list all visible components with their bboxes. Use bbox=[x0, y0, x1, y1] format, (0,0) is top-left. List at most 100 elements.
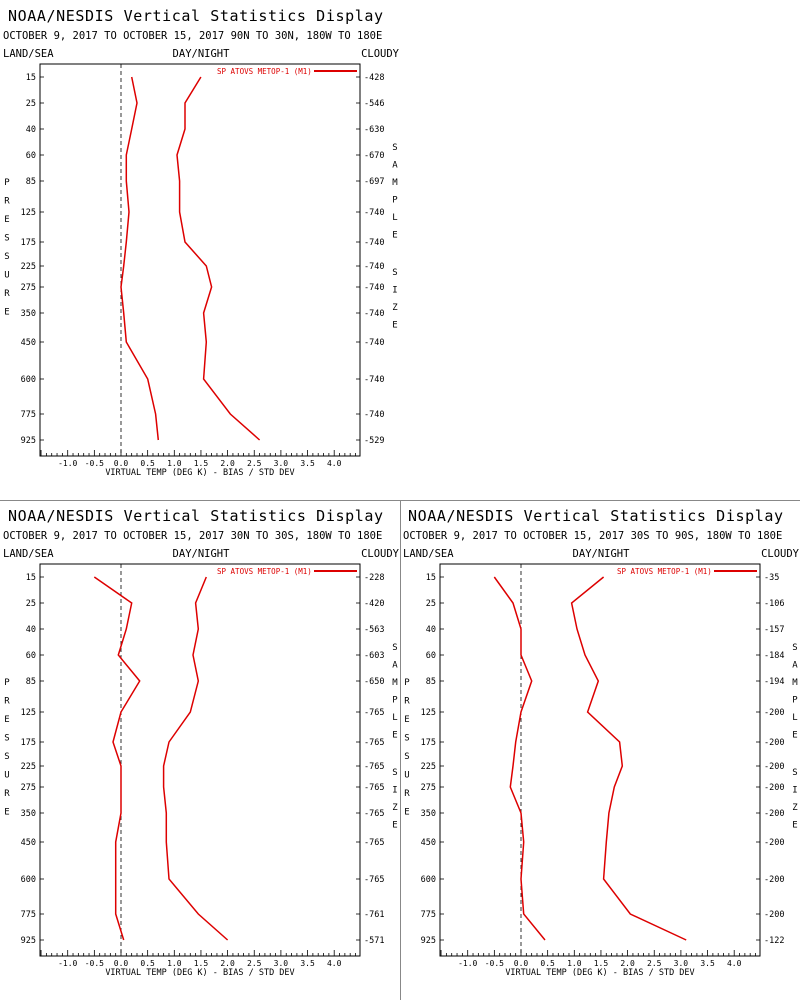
sample-letter: P bbox=[792, 696, 798, 706]
plot-frame bbox=[439, 563, 761, 957]
series-line-bias bbox=[120, 76, 160, 441]
sample-letter: E bbox=[392, 731, 397, 741]
x-axis-label: VIRTUAL TEMP (DEG K) - BIAS / STD DEV bbox=[105, 468, 294, 478]
pressure-tick-label: 275 bbox=[421, 783, 436, 793]
x-tick-label: 3.0 bbox=[674, 959, 689, 968]
pressure-letter: E bbox=[404, 715, 409, 725]
pressure-tick-label: 600 bbox=[21, 875, 36, 885]
sample-size-label: -765 bbox=[364, 809, 384, 819]
pressure-letter: E bbox=[4, 715, 9, 725]
sample-letter: M bbox=[792, 678, 798, 688]
x-tick-label: 2.5 bbox=[247, 459, 262, 468]
size-letter: S bbox=[792, 768, 797, 778]
sample-letter: P bbox=[392, 696, 398, 706]
pressure-letter: R bbox=[4, 697, 10, 707]
x-axis-label: VIRTUAL TEMP (DEG K) - BIAS / STD DEV bbox=[505, 968, 694, 978]
plot-frame bbox=[39, 63, 361, 457]
x-tick-label: 1.5 bbox=[194, 959, 209, 968]
sample-letter: S bbox=[792, 643, 797, 653]
sample-letter: L bbox=[392, 713, 397, 723]
sample-size-label: -740 bbox=[364, 410, 384, 420]
pressure-tick-label: 125 bbox=[21, 208, 36, 218]
pressure-tick-label: 225 bbox=[421, 762, 436, 772]
pressure-letter: S bbox=[4, 752, 9, 762]
pressure-tick-label: 60 bbox=[26, 151, 36, 161]
pressure-letter: S bbox=[404, 734, 409, 744]
pressure-tick-label: 275 bbox=[21, 283, 36, 293]
sample-size-label: -200 bbox=[764, 910, 784, 920]
sample-letter: L bbox=[792, 713, 797, 723]
pressure-letter: P bbox=[404, 678, 410, 688]
x-tick-label: 1.5 bbox=[594, 959, 609, 968]
chart-subtitle: OCTOBER 9, 2017 TO OCTOBER 15, 2017 90N … bbox=[3, 30, 382, 42]
series-line-std-dev bbox=[570, 576, 687, 941]
x-tick-label: 0.0 bbox=[114, 959, 129, 968]
legend-label: SP ATOVS METOP-1 (M1) bbox=[217, 67, 312, 76]
x-axis-label: VIRTUAL TEMP (DEG K) - BIAS / STD DEV bbox=[105, 968, 294, 978]
x-tick-label: 2.5 bbox=[647, 959, 662, 968]
pressure-tick-label: 125 bbox=[421, 708, 436, 718]
pressure-tick-label: 925 bbox=[21, 436, 36, 446]
sample-size-label: -650 bbox=[364, 677, 384, 687]
legend-label: SP ATOVS METOP-1 (M1) bbox=[217, 567, 312, 576]
chart-panel-bottom-left: NOAA/NESDIS Vertical Statistics Display O… bbox=[0, 500, 400, 1000]
pressure-tick-label: 175 bbox=[421, 738, 436, 748]
pressure-tick-label: 40 bbox=[26, 125, 36, 135]
series-line-bias bbox=[93, 576, 141, 941]
sample-size-label: -428 bbox=[364, 73, 384, 83]
sample-size-label: -35 bbox=[764, 573, 779, 583]
plot-frame bbox=[39, 563, 361, 957]
pressure-tick-label: 925 bbox=[421, 936, 436, 946]
pressure-letter: R bbox=[404, 697, 410, 707]
x-tick-label: 3.0 bbox=[274, 459, 289, 468]
chart-subtitle: OCTOBER 9, 2017 TO OCTOBER 15, 2017 30S … bbox=[403, 530, 782, 542]
sample-size-label: -200 bbox=[764, 708, 784, 718]
pressure-letter: E bbox=[4, 215, 9, 225]
pressure-letter: R bbox=[404, 789, 410, 799]
sample-letter: S bbox=[392, 643, 397, 653]
sample-size-label: -228 bbox=[364, 573, 384, 583]
sample-letter: L bbox=[392, 213, 397, 223]
pressure-letter: E bbox=[4, 308, 9, 318]
pressure-tick-label: 775 bbox=[21, 910, 36, 920]
x-tick-label: 0.5 bbox=[140, 959, 155, 968]
chart-panel-top-left: NOAA/NESDIS Vertical Statistics Display O… bbox=[0, 0, 400, 500]
pressure-tick-label: 125 bbox=[21, 708, 36, 718]
sample-size-label: -157 bbox=[764, 625, 784, 635]
sample-size-label: -740 bbox=[364, 375, 384, 385]
x-tick-label: 4.0 bbox=[327, 959, 342, 968]
x-tick-label: -1.0 bbox=[458, 959, 477, 968]
chart-panel-bottom-right: NOAA/NESDIS Vertical Statistics Display O… bbox=[400, 500, 800, 1000]
size-letter: Z bbox=[392, 303, 398, 313]
series-line-std-dev bbox=[176, 76, 261, 441]
sample-letter: A bbox=[792, 661, 798, 671]
x-tick-label: 1.0 bbox=[167, 959, 182, 968]
x-tick-label: -1.0 bbox=[58, 459, 77, 468]
x-tick-label: 0.0 bbox=[514, 959, 529, 968]
pressure-letter: R bbox=[4, 197, 10, 207]
land-sea-label: LAND/SEA bbox=[3, 548, 54, 560]
x-tick-label: 0.0 bbox=[114, 459, 129, 468]
x-tick-label: -1.0 bbox=[58, 959, 77, 968]
sample-size-label: -200 bbox=[764, 838, 784, 848]
sample-size-label: -194 bbox=[764, 677, 784, 687]
pressure-tick-label: 25 bbox=[26, 599, 36, 609]
x-tick-label: 2.5 bbox=[247, 959, 262, 968]
sample-size-label: -765 bbox=[364, 838, 384, 848]
sample-size-label: -740 bbox=[364, 309, 384, 319]
pressure-tick-label: 775 bbox=[421, 910, 436, 920]
pressure-tick-label: 40 bbox=[26, 625, 36, 635]
sample-size-label: -184 bbox=[764, 651, 784, 661]
x-tick-label: 3.5 bbox=[300, 459, 315, 468]
sample-letter: E bbox=[392, 231, 397, 241]
size-letter: Z bbox=[392, 803, 398, 813]
cloudy-label: CLOUDY bbox=[361, 548, 400, 560]
sample-size-label: -603 bbox=[364, 651, 384, 661]
sample-size-label: -765 bbox=[364, 875, 384, 885]
pressure-tick-label: 225 bbox=[21, 762, 36, 772]
pressure-letter: E bbox=[404, 808, 409, 818]
display-title: NOAA/NESDIS Vertical Statistics Display bbox=[8, 507, 384, 525]
horizontal-divider bbox=[0, 500, 800, 501]
pressure-tick-label: 15 bbox=[26, 573, 36, 583]
sample-size-label: -765 bbox=[364, 738, 384, 748]
